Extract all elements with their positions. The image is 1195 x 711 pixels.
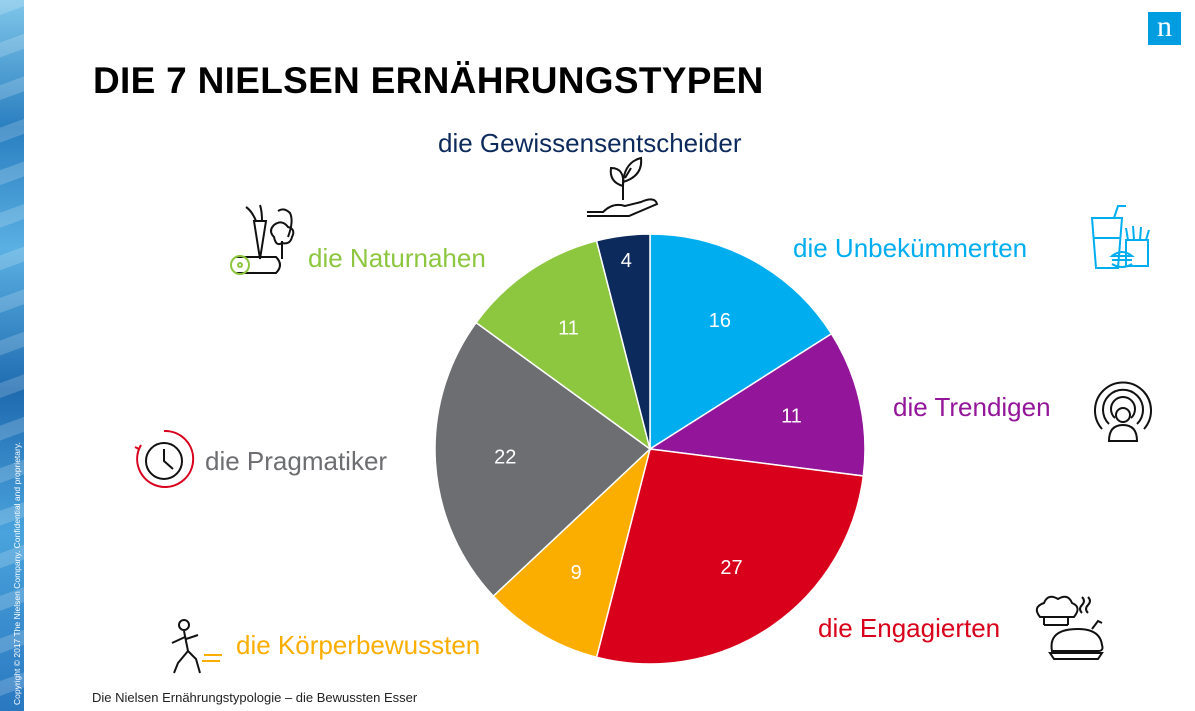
page-title: DIE 7 NIELSEN ERNÄHRUNGSTYPEN [93,60,764,101]
slice-value-label: 22 [494,446,516,468]
running-person-icon [171,619,222,674]
side-decoration-strip [0,0,24,711]
slice-value-label: 11 [781,406,802,428]
slice-value-label: 4 [621,250,632,272]
pie-slice [595,448,865,665]
nielsen-logo: n [1148,12,1181,45]
category-label-koerperbewussten: die Körperbewussten [236,630,481,660]
category-label-pragmatiker: die Pragmatiker [205,446,388,476]
category-label-unbekuemmerten: die Unbekümmerten [793,233,1028,263]
category-label-trendigen: die Trendigen [893,392,1051,422]
slice-value-label: 11 [558,317,579,339]
hand-plant-icon [587,156,659,217]
pie-slice [595,233,651,450]
slice-value-label: 16 [709,310,731,332]
footer-caption: Die Nielsen Ernährungstypologie – die Be… [92,690,418,705]
pie-slice [434,321,652,598]
cup-fries-burger-icon [1090,205,1150,269]
chef-roast-icon [1035,595,1104,660]
pie-slice [492,446,652,659]
category-label-gewissensentscheider: die Gewissensentscheider [438,128,742,158]
clock-icon [134,429,195,488]
person-radar-icon [1094,381,1152,442]
pie-slice [647,332,866,477]
category-label-engagierten: die Engagierten [818,613,1001,643]
slice-value-label: 27 [720,557,742,579]
pie-slice [649,233,833,451]
category-label-naturnahen: die Naturnahen [308,243,486,273]
vegetables-icon [230,204,295,275]
slice-value-label: 9 [571,562,582,584]
pie-slice [475,239,652,451]
